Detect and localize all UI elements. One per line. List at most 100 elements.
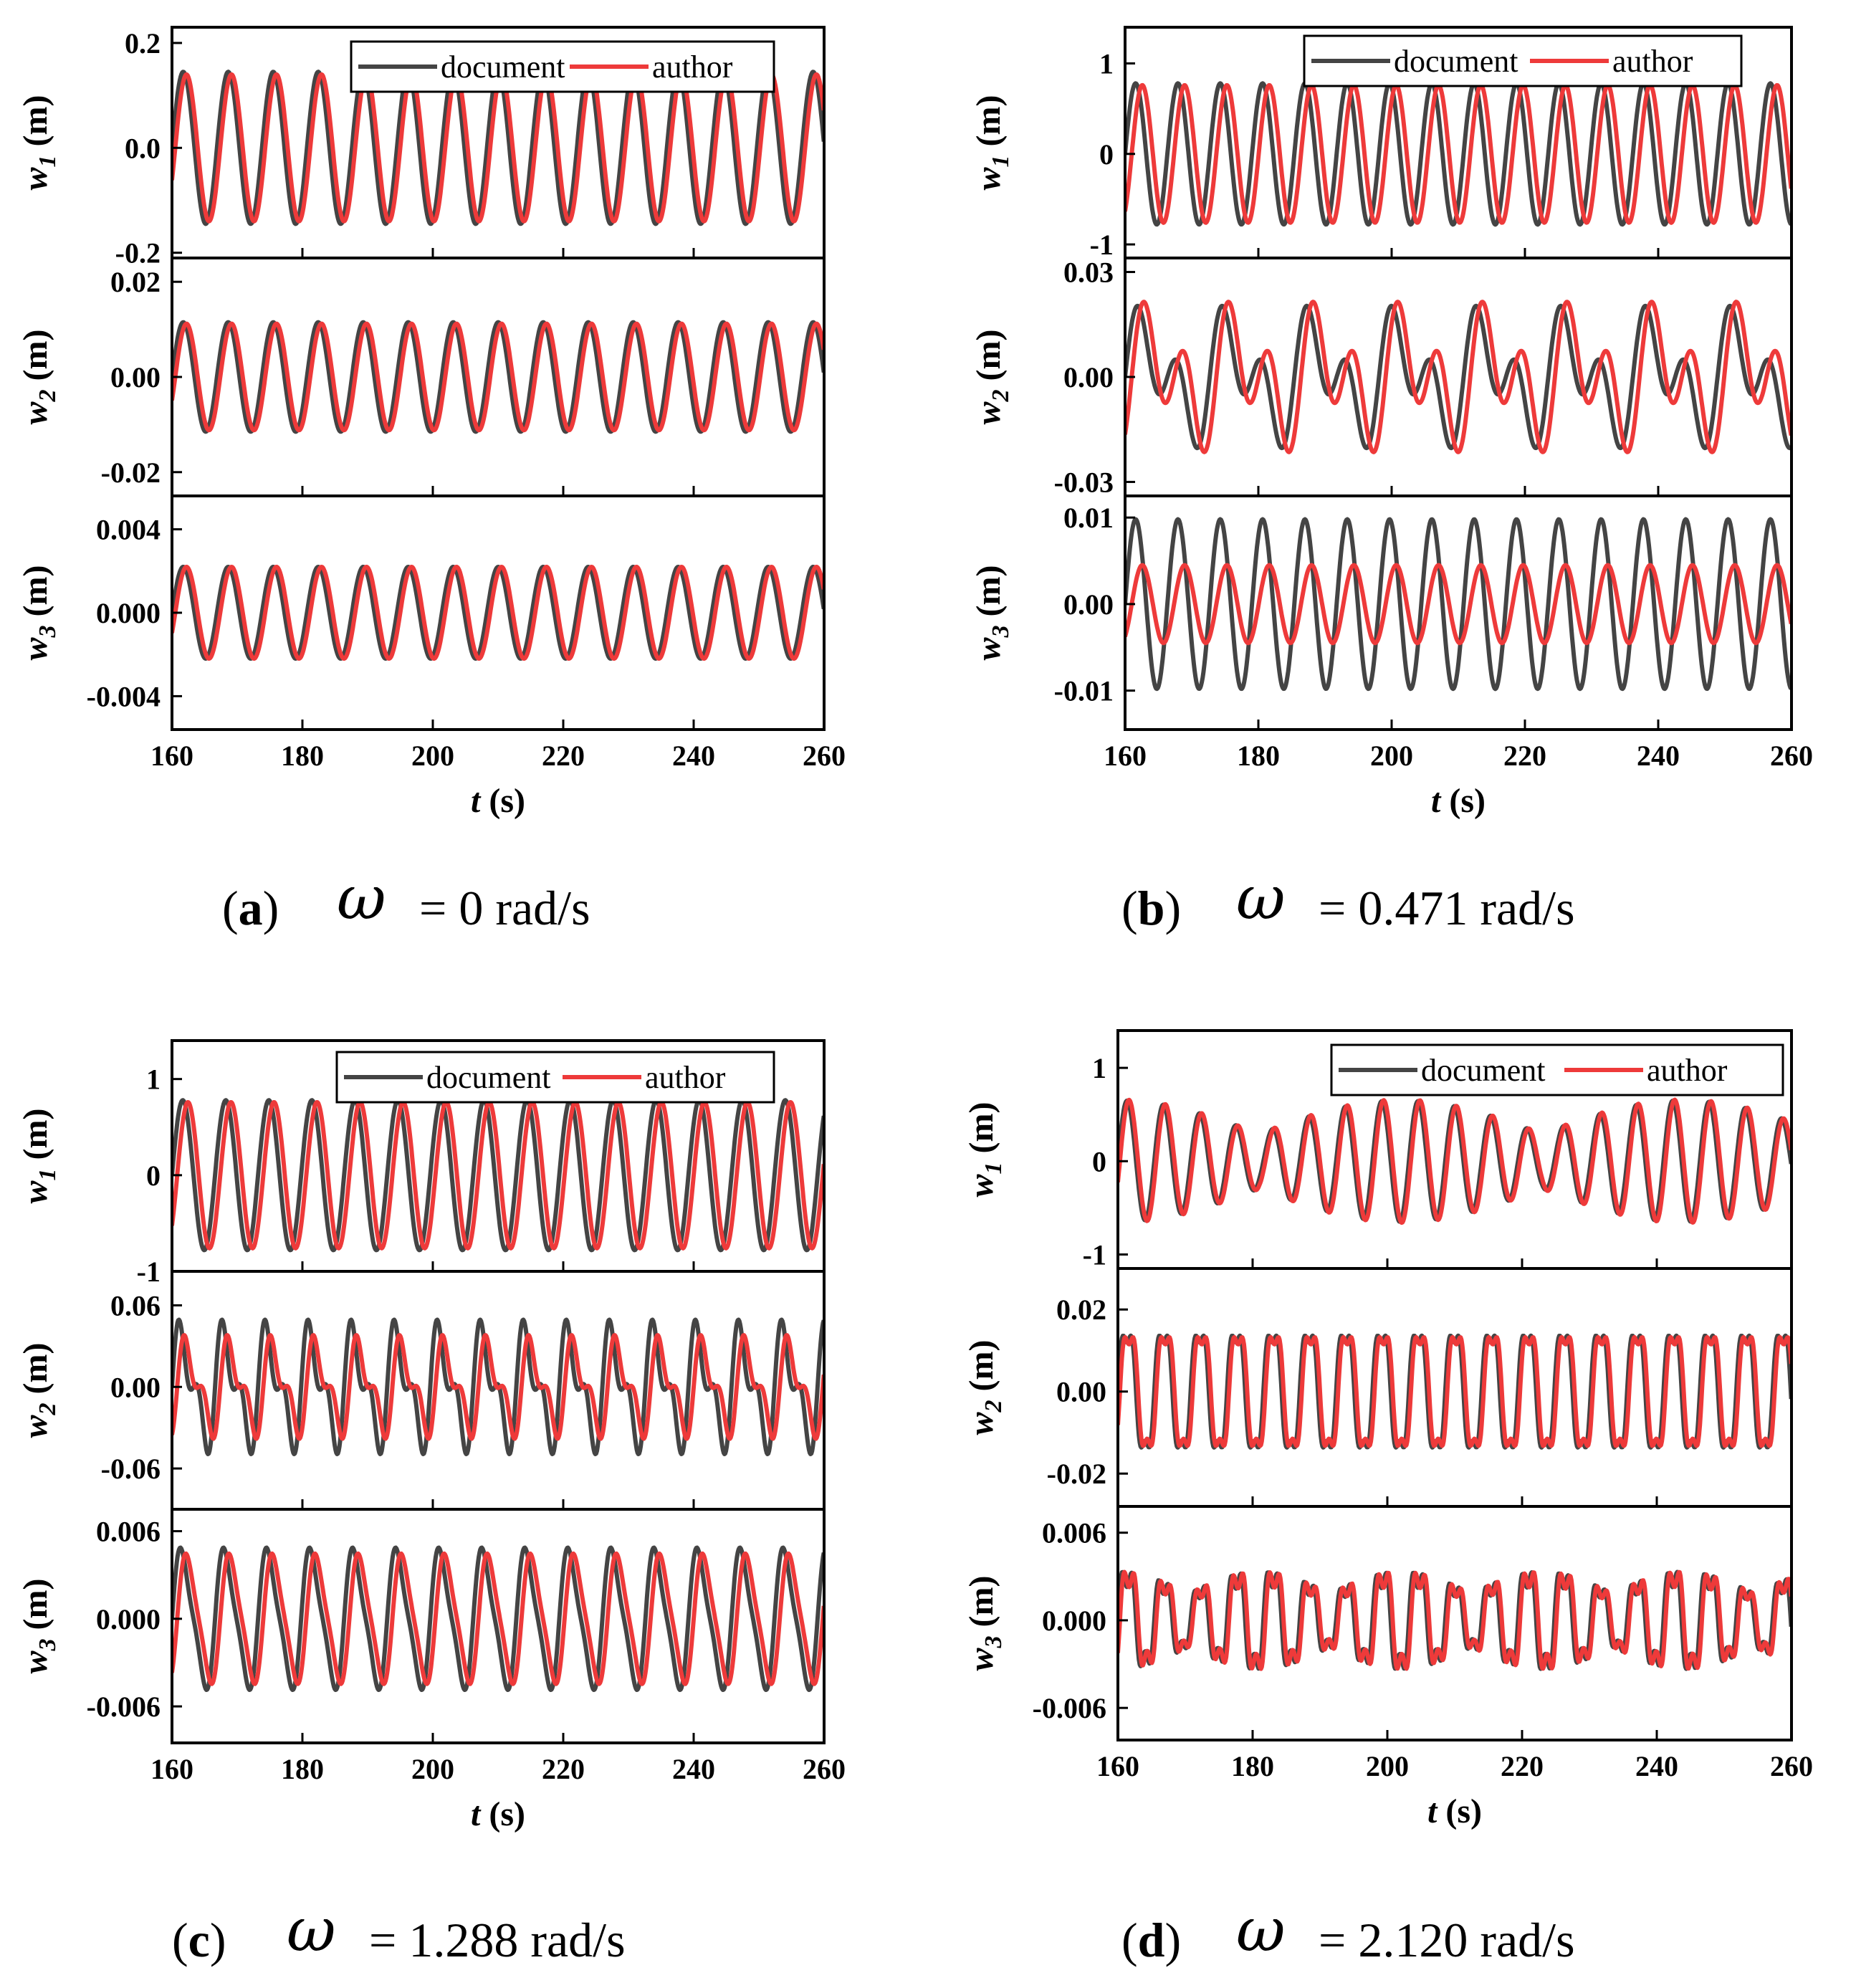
- caption-letter: (c): [172, 1913, 226, 1967]
- series-line-author: [1125, 300, 1792, 454]
- panel-w2: -0.03 0.00 0.03 w2 (m): [970, 257, 1793, 498]
- series-line-document: [1125, 81, 1792, 227]
- x-tick-label: 260: [1770, 740, 1813, 772]
- x-tick-label: 160: [1096, 1750, 1139, 1782]
- caption: (a) ω = 0 rad/s: [222, 863, 590, 935]
- legend: document author: [335, 1051, 775, 1104]
- y-axis-label: w2 (m): [970, 330, 1014, 425]
- series-line-author: [1118, 1569, 1792, 1671]
- y-tick-label: -1: [1090, 229, 1114, 261]
- panel-w1: -1 0 1 w1 (m): [962, 1029, 1793, 1271]
- panel-w2: -0.02 0.00 0.02 w2 (m): [16, 257, 826, 497]
- panel-w3: -0.004 0.000 0.004 w3 (m): [16, 494, 826, 731]
- y-axis-label: w3 (m): [962, 1576, 1007, 1671]
- series-line-document: [172, 320, 824, 434]
- x-tick-label: 160: [1104, 740, 1147, 772]
- y-axis-label: w3 (m): [16, 1579, 61, 1674]
- y-tick-label: 0.01: [1063, 502, 1114, 534]
- y-tick-label: 0.03: [1063, 257, 1114, 289]
- caption-letter: (d): [1121, 1913, 1181, 1967]
- omega-symbol: ω: [1236, 1895, 1286, 1965]
- caption-value: = 0 rad/s: [419, 881, 590, 935]
- legend: document author: [1330, 1043, 1784, 1096]
- panel-frame: [171, 494, 826, 731]
- panel-frame: [171, 1508, 826, 1744]
- x-tick-label: 180: [1231, 1750, 1274, 1782]
- y-tick-label: -0.006: [1033, 1692, 1106, 1724]
- x-tick-label: 240: [1635, 1750, 1678, 1782]
- y-tick-label: -1: [1083, 1238, 1106, 1271]
- y-tick-label: 1: [1099, 48, 1114, 80]
- series-line-author: [1118, 1097, 1792, 1225]
- series-line-document: [172, 1545, 824, 1692]
- y-tick-label: 0.000: [96, 1603, 161, 1635]
- caption-value: = 2.120 rad/s: [1319, 1913, 1575, 1967]
- y-tick-label: 0.00: [1056, 1376, 1106, 1408]
- y-tick-label: 0.004: [96, 514, 161, 546]
- y-axis-label: w2 (m): [16, 1343, 61, 1438]
- panel-w2: -0.06 0.00 0.06 w2 (m): [16, 1270, 826, 1511]
- x-tick-label: 220: [542, 740, 585, 772]
- y-tick-label: -0.02: [1047, 1458, 1106, 1490]
- caption: (c) ω = 1.288 rad/s: [172, 1895, 626, 1967]
- x-tick-label: 220: [1501, 1750, 1544, 1782]
- panel-w2: -0.02 0.00 0.02 w2 (m): [962, 1267, 1793, 1508]
- x-tick-label: 260: [1770, 1750, 1813, 1782]
- y-tick-label: -0.2: [115, 237, 161, 269]
- y-tick-label: 1: [146, 1064, 161, 1096]
- series-line-author: [1125, 82, 1792, 225]
- panel-frame: [1116, 1267, 1793, 1508]
- y-tick-label: 0: [1092, 1145, 1106, 1177]
- caption: (b) ω = 0.471 rad/s: [1121, 863, 1575, 935]
- x-tick-label: 200: [1366, 1750, 1409, 1782]
- y-axis-label: w1 (m): [16, 1109, 61, 1204]
- y-tick-label: 0: [1099, 138, 1114, 171]
- x-tick-label: 240: [1637, 740, 1680, 772]
- y-tick-label: 0.06: [110, 1289, 161, 1322]
- panel-w1: -1 0 1 w1 (m): [970, 26, 1793, 261]
- omega-symbol: ω: [287, 1895, 336, 1965]
- x-tick-label: 160: [150, 740, 193, 772]
- y-tick-label: -0.02: [101, 457, 161, 489]
- y-tick-label: 0.00: [110, 1371, 161, 1403]
- series-line-author: [172, 1551, 824, 1686]
- legend-label-author: author: [1612, 44, 1693, 79]
- series-line-author: [172, 321, 824, 433]
- series-line-author: [172, 72, 824, 224]
- x-tick-label: 200: [1370, 740, 1413, 772]
- x-tick-label: 180: [281, 1753, 324, 1785]
- panel-w3: -0.006 0.000 0.006 w3 (m): [962, 1505, 1793, 1741]
- chart-d: -1 0 1 w1 (m) -0.02 0.00 0.02 w2 (m) -0.006 0.000…: [962, 1029, 1813, 1967]
- chart-a: -0.2 0.0 0.2 w1 (m) -0.02 0.00 0.02 w2 (m) -0.00…: [16, 26, 846, 935]
- series-line-document: [1118, 1333, 1792, 1450]
- y-tick-label: -0.01: [1054, 675, 1114, 707]
- y-tick-label: 0.006: [96, 1516, 161, 1548]
- y-tick-label: 0: [146, 1160, 161, 1192]
- caption-value: = 1.288 rad/s: [369, 1913, 626, 1967]
- series-line-document: [1125, 517, 1792, 692]
- x-tick-label: 180: [281, 740, 324, 772]
- y-axis-label: w1 (m): [16, 95, 61, 191]
- legend: document author: [1303, 34, 1743, 87]
- y-tick-label: -0.06: [101, 1453, 161, 1485]
- x-axis-label: t (s): [1431, 782, 1486, 820]
- legend: document author: [350, 40, 775, 93]
- x-tick-label: 260: [803, 740, 846, 772]
- y-tick-label: 0.02: [110, 266, 161, 298]
- series-line-author: [1125, 563, 1792, 646]
- y-tick-label: 0.000: [1042, 1605, 1106, 1637]
- y-axis-label: w1 (m): [962, 1102, 1007, 1198]
- panel-w3: -0.01 0.00 0.01 w3 (m): [970, 494, 1793, 731]
- series-line-author: [172, 1333, 824, 1441]
- x-tick-label: 200: [411, 740, 454, 772]
- omega-symbol: ω: [337, 863, 386, 933]
- legend-label-document: document: [441, 49, 565, 85]
- series-line-author: [172, 565, 824, 661]
- series-line-document: [1125, 303, 1792, 451]
- caption: (d) ω = 2.120 rad/s: [1121, 1895, 1575, 1967]
- panel-w1: -1 0 1 w1 (m): [16, 1039, 826, 1288]
- y-tick-label: 0.00: [1063, 588, 1114, 621]
- legend-label-document: document: [1421, 1053, 1546, 1088]
- caption-value: = 0.471 rad/s: [1319, 881, 1575, 935]
